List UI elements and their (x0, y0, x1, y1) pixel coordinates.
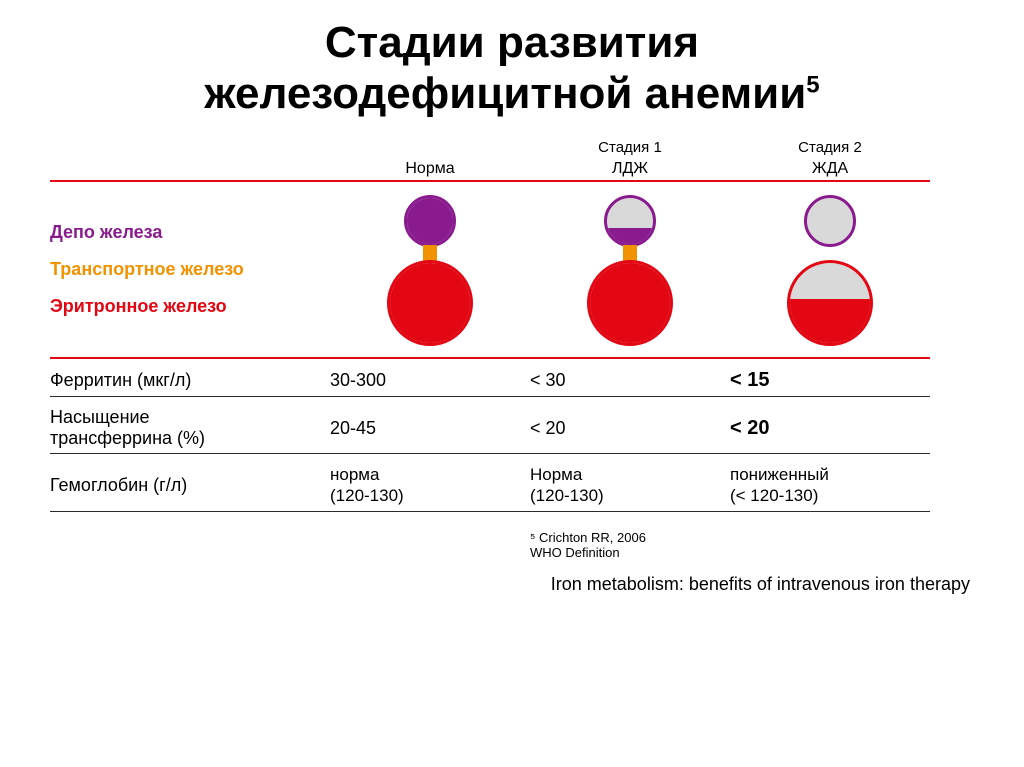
row-0-val-0: 30-300 (330, 360, 530, 395)
erythron-circle-icon (787, 260, 873, 346)
erythron-circle-icon (587, 260, 673, 346)
row-1-val-2: < 20 (730, 407, 930, 444)
bottom-caption: Iron metabolism: benefits of intravenous… (50, 574, 974, 595)
row-1-val-0: 20-45 (330, 408, 530, 443)
depot-circle-icon (604, 195, 656, 247)
erythron-circle-icon (387, 260, 473, 346)
legend-depot: Депо железа (50, 218, 330, 247)
molecule-icon (585, 195, 675, 345)
title-line-1: Стадии развития (325, 18, 699, 67)
legend-erythron: Эритронное железо (50, 292, 330, 321)
depot-circle-icon (404, 195, 456, 247)
content-grid: Стадия 1 Стадия 2 Норма ЛДЖ ЖДА Депо жел… (50, 137, 974, 512)
row-2-val-1: Норма (120-130) (530, 454, 730, 511)
footnote: ⁵ Crichton RR, 2006 WHO Definition (530, 530, 974, 560)
legend-column: Депо железа Транспортное железо Эритронн… (50, 182, 330, 357)
page-title: Стадии развития железодефицитной анемии5 (50, 18, 974, 119)
header-super-3: Стадия 2 (730, 137, 930, 158)
stage-diagram-0 (330, 182, 530, 357)
header-label-0 (50, 167, 330, 171)
header-label-3: ЖДА (730, 158, 930, 180)
header-super-0 (50, 146, 330, 150)
molecule-icon (785, 195, 875, 345)
stage-diagram-1 (530, 182, 730, 357)
header-super-2: Стадия 1 (530, 137, 730, 158)
header-label-2: ЛДЖ (530, 158, 730, 180)
depot-circle-icon (804, 195, 856, 247)
molecule-icon (385, 195, 475, 345)
row-2-val-2: пониженный (< 120-130) (730, 454, 930, 511)
legend-transport: Транспортное железо (50, 255, 330, 284)
row-0-val-1: < 30 (530, 360, 730, 395)
row-1-label: Насыщение трансферрина (%) (50, 397, 330, 453)
header-super-1 (330, 146, 530, 150)
row-1-val-1: < 20 (530, 408, 730, 443)
stage-diagram-2 (730, 182, 930, 357)
rule-row-2 (50, 511, 930, 512)
header-label-1: Норма (330, 158, 530, 180)
title-line-2: железодефицитной анемии (204, 69, 806, 118)
row-0-val-2: < 15 (730, 359, 930, 396)
row-2-val-0: норма (120-130) (330, 454, 530, 511)
title-superscript: 5 (806, 71, 819, 98)
footnote-line-2: WHO Definition (530, 545, 974, 560)
row-0-label: Ферритин (мкг/л) (50, 360, 330, 395)
footnote-line-1: ⁵ Crichton RR, 2006 (530, 530, 974, 545)
row-2-label: Гемоглобин (г/л) (50, 465, 330, 500)
